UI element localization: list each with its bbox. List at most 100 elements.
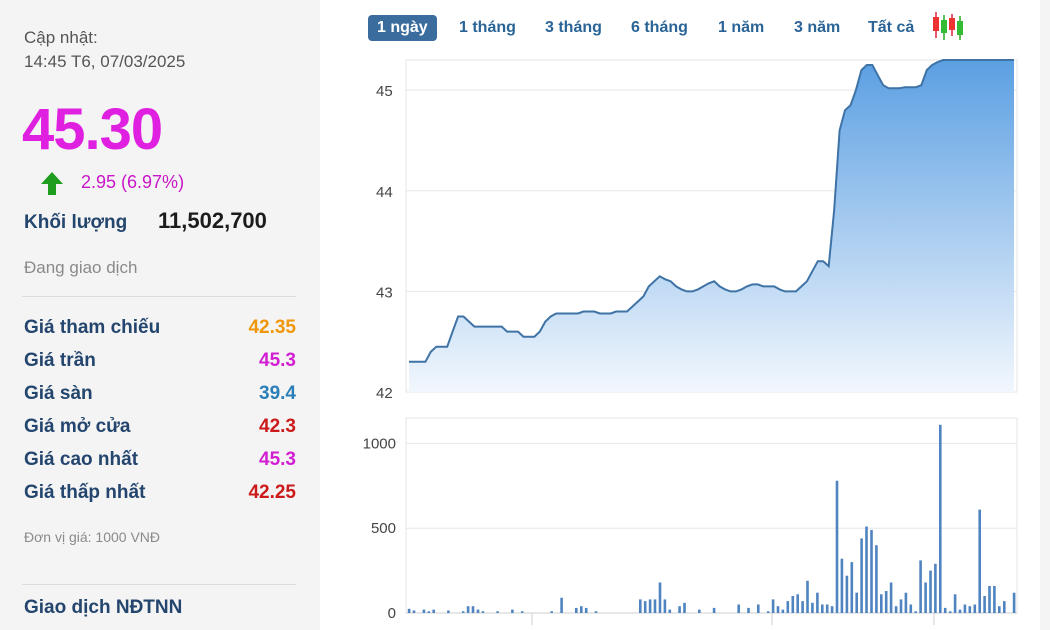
stat-row-high: Giá cao nhất 45.3 [24,449,296,475]
volume-bar [481,611,485,613]
volume-bar [988,585,991,613]
volume-bar [919,560,922,613]
stat-value: 42.25 [248,482,296,503]
stat-value: 42.35 [248,317,296,338]
stat-row-low: Giá thấp nhất 42.25 [24,482,296,508]
volume-bar [712,607,716,613]
stat-row-open: Giá mở cửa 42.3 [24,416,296,442]
volume-bar [678,606,681,613]
price-area-chart[interactable]: 42 43 44 45 [340,55,1030,405]
tab-6-months[interactable]: 6 tháng [631,19,688,36]
price-unit-note: Đơn vị giá: 1000 VNĐ [24,529,161,545]
volume-bar [461,611,465,613]
volume-bar [821,604,824,613]
volume-bar [520,611,524,613]
volume-bar [948,611,952,613]
volume-bar [683,602,686,613]
tab-1-year[interactable]: 1 năm [718,19,765,36]
volume-bar [806,580,809,613]
volume-bar [894,606,898,613]
y-tick-label: 44 [376,184,393,201]
volume-bar-chart[interactable]: 0 500 1000 [340,410,1030,630]
volume-bar [998,606,1001,613]
volume-bar [889,582,893,613]
volume-bar [648,599,652,613]
volume-bar [904,592,908,613]
stat-label: Giá trần [24,350,96,371]
volume-bar [639,599,642,613]
volume-bar [953,594,957,613]
volume-bar [658,582,662,613]
tab-3-months[interactable]: 3 tháng [545,19,602,36]
volume-bar [884,591,888,613]
volume-bar [766,611,770,613]
volume-bar [840,558,844,613]
volume-bar [427,611,431,613]
volume-bar [560,597,563,613]
volume-bar [811,602,814,613]
volume-bar [1012,592,1016,613]
volume-bar [978,509,981,613]
volume-bar [939,424,942,613]
stat-label: Giá tham chiếu [24,317,161,338]
tab-all[interactable]: Tất cả [868,19,915,36]
stat-row-reference: Giá tham chiếu 42.35 [24,317,296,343]
stat-row-floor: Giá sàn 39.4 [24,383,296,409]
y-tick-label: 0 [388,605,396,622]
volume-bar [412,610,416,613]
volume-bar [816,592,819,613]
volume-bar [594,611,598,613]
volume-bar [466,606,470,613]
volume-bar [422,609,426,613]
page-edge [1040,0,1050,630]
divider [22,584,296,585]
volume-bar [447,610,450,613]
volume-bar [835,480,839,613]
volume-bar [575,607,578,613]
volume-bar [781,609,785,613]
tab-3-years[interactable]: 3 năm [794,19,841,36]
trading-status: Đang giao dịch [24,258,138,277]
volume-bar [943,607,947,613]
volume-bar [698,609,701,613]
volume-bar [958,609,962,613]
volume-bar [929,570,932,613]
volume-bar [653,599,657,613]
volume-bar [914,611,917,613]
stat-value: 45.3 [259,449,296,470]
stat-label: Giá sàn [24,383,93,404]
volume-bar [963,604,967,613]
volume-bar [855,592,858,613]
volume-bar [771,599,775,613]
volume-bar [880,594,883,613]
volume-bar [924,582,927,613]
volume-bar [747,607,750,613]
stat-label: Giá cao nhất [24,449,139,470]
volume-bar [476,609,480,613]
stat-value: 42.3 [259,416,296,437]
price-area-fill [409,60,1014,392]
price-line-series [409,59,1014,363]
volume-bar [845,575,849,613]
y-tick-label: 1000 [363,435,396,452]
candlestick-chart-icon[interactable] [930,10,966,42]
volume-value: 11,502,700 [158,208,267,233]
tab-1-month[interactable]: 1 tháng [459,19,516,36]
volume-bar [801,601,804,613]
volume-bar [909,604,913,613]
volume-bar [860,538,863,613]
price-change: 2.95 (6.97%) [81,172,185,192]
volume-bar [870,529,873,613]
y-tick-label: 500 [371,520,396,537]
volume-label: Khối lượng [24,212,128,233]
current-price: 45.30 [22,97,163,162]
volume-bar [875,545,878,613]
volume-bar [791,596,795,613]
tab-1-day[interactable]: 1 ngày [368,15,437,41]
stat-value: 45.3 [259,350,296,371]
green-up-arrow-icon [41,172,63,195]
volume-bar [786,601,790,613]
quote-summary-panel: Cập nhật: 14:45 T6, 07/03/2025 45.30 2.9… [0,0,320,630]
foreign-trading-link[interactable]: Giao dịch NĐTNN [24,597,183,618]
volume-bar [757,604,760,613]
